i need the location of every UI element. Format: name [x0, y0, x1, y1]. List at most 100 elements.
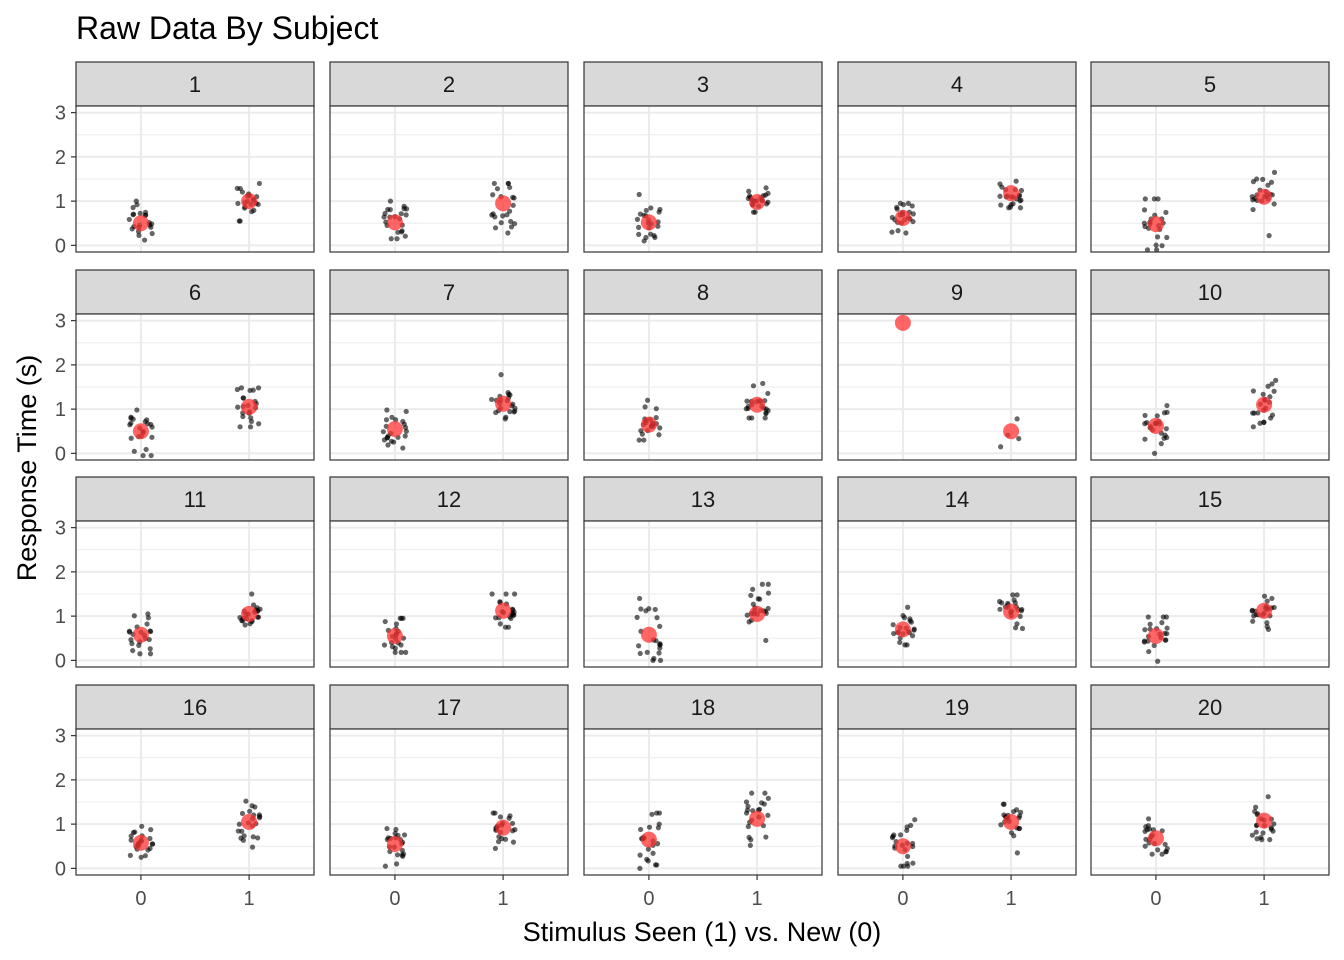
- data-point: [758, 800, 765, 806]
- data-point: [646, 606, 652, 612]
- facet-label: 9: [951, 280, 963, 305]
- mean-point: [894, 621, 911, 638]
- data-point: [147, 835, 153, 842]
- data-point: [243, 798, 249, 804]
- data-point: [1164, 631, 1170, 637]
- data-point: [634, 614, 640, 621]
- panel-border: [583, 728, 823, 876]
- data-point: [488, 396, 495, 403]
- panel-border: [75, 105, 315, 253]
- data-point: [889, 229, 895, 235]
- data-point: [506, 391, 512, 397]
- data-point: [145, 615, 151, 621]
- data-point: [238, 385, 245, 391]
- data-point: [641, 437, 647, 443]
- facet-strip: [329, 684, 569, 730]
- data-point: [1252, 808, 1258, 815]
- data-point: [130, 647, 136, 654]
- data-point: [649, 811, 655, 817]
- mean-point: [894, 314, 911, 331]
- facet-panel-7: 7: [329, 269, 569, 461]
- data-point: [765, 199, 771, 205]
- data-point: [1265, 182, 1271, 188]
- data-point: [762, 415, 768, 421]
- data-point: [898, 863, 904, 869]
- y-tick-label: 3: [55, 518, 66, 540]
- mean-point: [1256, 188, 1273, 205]
- data-point: [890, 622, 896, 628]
- data-point: [148, 827, 154, 833]
- data-point: [1019, 625, 1026, 632]
- mean-point: [640, 214, 657, 231]
- data-point: [636, 191, 642, 198]
- data-point: [747, 842, 753, 848]
- data-point: [1250, 179, 1257, 185]
- facet-panel-19: 190 1: [837, 684, 1077, 910]
- data-point: [134, 202, 140, 208]
- data-point: [403, 212, 409, 218]
- data-point: [499, 836, 505, 842]
- mean-point: [894, 209, 911, 226]
- data-point: [1265, 794, 1271, 800]
- mean-point: [132, 215, 149, 232]
- data-point: [645, 858, 651, 864]
- data-point: [1142, 196, 1148, 202]
- facet-strip: [329, 61, 569, 107]
- data-point: [638, 606, 644, 612]
- data-point: [256, 421, 262, 427]
- mean-point: [241, 398, 258, 415]
- facet-strip: [837, 269, 1077, 315]
- data-point: [743, 799, 750, 805]
- data-point: [1251, 613, 1257, 619]
- x-tick-label: 1: [244, 888, 255, 910]
- mean-point: [1003, 813, 1020, 830]
- facet-strip: [583, 61, 823, 107]
- data-point: [912, 817, 918, 823]
- panel-border: [1090, 313, 1330, 461]
- y-tick-label: 1: [55, 399, 66, 421]
- data-point: [650, 657, 656, 663]
- data-point: [1249, 608, 1255, 614]
- mean-point: [1147, 628, 1164, 645]
- data-point: [745, 803, 751, 809]
- data-point: [646, 824, 653, 830]
- data-point: [491, 180, 497, 187]
- facet-label: 6: [189, 280, 201, 305]
- facet-label: 20: [1198, 695, 1222, 720]
- data-point: [1154, 234, 1161, 240]
- data-point: [749, 790, 755, 796]
- data-point: [745, 823, 751, 830]
- facet-panel-4: 4: [837, 61, 1077, 253]
- mean-point: [749, 194, 766, 211]
- data-point: [1164, 846, 1170, 852]
- data-point: [235, 200, 241, 207]
- data-point: [140, 452, 146, 459]
- data-point: [904, 860, 910, 867]
- data-point: [900, 613, 906, 619]
- data-point: [1155, 847, 1161, 853]
- facet-strip: [75, 269, 315, 315]
- data-point: [240, 395, 246, 401]
- facet-label: 12: [437, 487, 461, 512]
- data-point: [498, 372, 504, 378]
- data-point: [1261, 593, 1268, 599]
- facet-panel-17: 170 1: [329, 684, 569, 910]
- mean-point: [495, 195, 512, 212]
- data-point: [653, 406, 659, 412]
- mean-point: [386, 421, 403, 438]
- x-axis-label: Stimulus Seen (1) vs. New (0): [523, 917, 882, 947]
- data-point: [127, 852, 133, 858]
- data-point: [381, 642, 388, 648]
- data-point: [385, 442, 391, 448]
- mean-point: [1256, 396, 1273, 413]
- data-point: [1260, 176, 1266, 182]
- data-point: [143, 446, 149, 453]
- data-point: [635, 643, 642, 649]
- facet-panel-9: 9: [837, 269, 1077, 461]
- data-point: [765, 407, 771, 414]
- data-point: [239, 828, 245, 834]
- data-point: [1007, 204, 1014, 210]
- data-point: [1154, 247, 1160, 253]
- facet-strip: [583, 684, 823, 730]
